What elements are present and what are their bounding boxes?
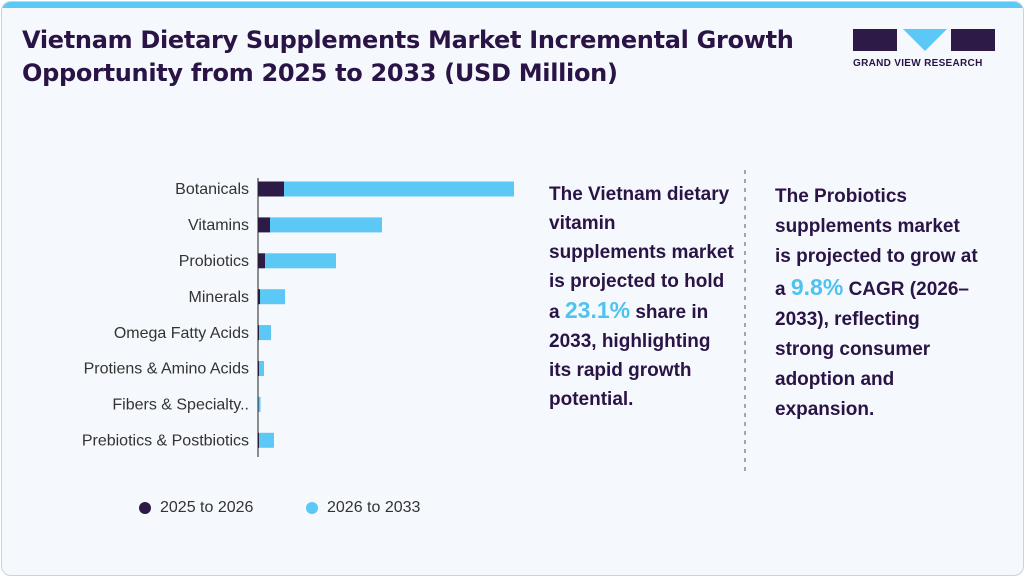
- y-tick-label: Botanicals: [175, 181, 249, 198]
- logo-block: [853, 29, 897, 51]
- logo-block: [903, 29, 947, 51]
- logo-block: [951, 29, 995, 51]
- legend-label: 2026 to 2033: [327, 499, 421, 516]
- bar-segment: [258, 289, 260, 305]
- legend-marker: [306, 502, 318, 514]
- callout-highlight: 23.1%: [564, 297, 631, 323]
- accent-strip: [2, 2, 1023, 8]
- bar-segment: [270, 217, 382, 233]
- callout: The Vietnam dietary vitamin supplements …: [549, 180, 734, 414]
- y-tick-label: Minerals: [189, 289, 249, 306]
- brand: GRAND VIEW RESEARCH: [853, 58, 983, 69]
- logo: [853, 29, 995, 51]
- bar-segment: [258, 181, 284, 197]
- bar-segment: [259, 325, 271, 341]
- y-tick-label: Prebiotics & Postbiotics: [82, 433, 249, 450]
- bar-segment: [258, 217, 270, 233]
- bar-segment: [260, 289, 285, 305]
- callout: The Probiotics supplements market is pro…: [775, 182, 980, 425]
- bar-segment: [258, 396, 261, 412]
- y-tick-label: Vitamins: [188, 217, 249, 234]
- callout-text: share in 2033, highlighting its rapid gr…: [549, 302, 711, 410]
- callout-text: The Vietnam dietary vitamin supplements …: [549, 184, 734, 323]
- y-tick-label: Omega Fatty Acids: [114, 325, 249, 342]
- bar-segment: [259, 361, 264, 376]
- y-tick-label: Protiens & Amino Acids: [84, 361, 249, 378]
- y-tick-label: Probiotics: [179, 253, 249, 270]
- bar-segment: [284, 181, 514, 197]
- title: Vietnam Dietary Supplements Market Incre…: [22, 26, 794, 87]
- legend-label: 2025 to 2026: [160, 499, 254, 516]
- y-tick-label: Fibers & Specialty..: [112, 397, 249, 414]
- callout-text: The Probiotics supplements market is pro…: [775, 186, 978, 300]
- bar-segment: [265, 253, 336, 269]
- callout-text: CAGR (2026–2033), reflecting strong cons…: [775, 279, 969, 420]
- legend-marker: [139, 502, 151, 514]
- bar-segment: [259, 432, 274, 448]
- callout-highlight: 9.8%: [790, 274, 844, 300]
- bar-segment: [258, 253, 265, 269]
